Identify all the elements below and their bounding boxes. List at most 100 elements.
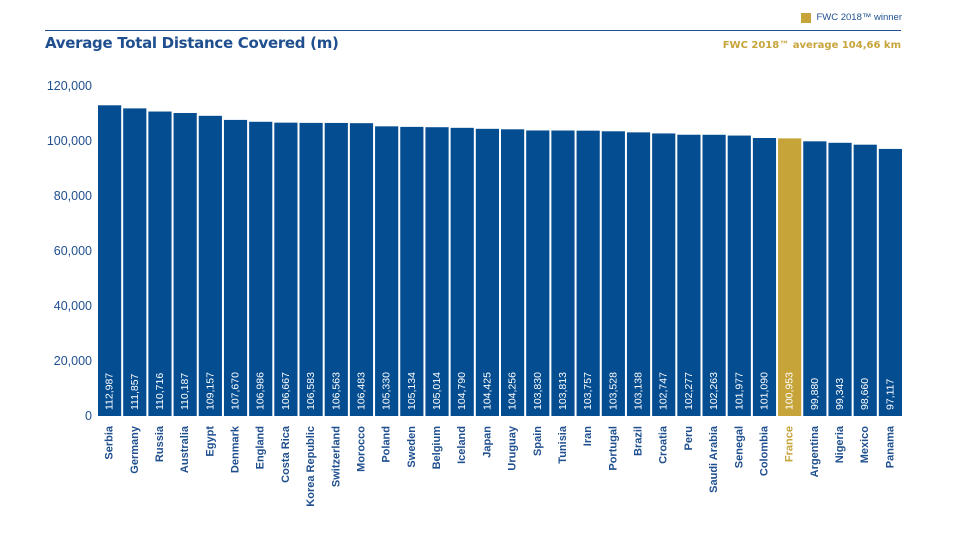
header-rule <box>45 30 901 31</box>
bar-value-label: 112,987 <box>104 373 116 410</box>
x-tick-label: Panama <box>884 425 896 468</box>
y-tick-label: 120,000 <box>47 79 92 93</box>
bar-croatia <box>652 133 676 417</box>
y-tick-label: 80,000 <box>54 189 92 203</box>
x-tick-label: Croatia <box>658 425 670 464</box>
bar-value-label: 104,256 <box>507 372 519 410</box>
x-tick-label: Belgium <box>431 426 443 470</box>
bar-value-label: 111,857 <box>129 373 141 410</box>
bar-serbia <box>98 105 122 416</box>
bar-mexico <box>853 144 877 416</box>
bar-panama <box>878 148 902 416</box>
x-tick-label: Brazil <box>633 426 645 456</box>
x-tick-label: Egypt <box>204 426 216 457</box>
bar-value-label: 110,187 <box>179 373 191 410</box>
x-tick-label: Spain <box>532 426 544 456</box>
x-tick-label: Iran <box>582 426 594 446</box>
y-tick-label: 0 <box>85 409 92 423</box>
x-tick-label: Switzerland <box>330 426 342 487</box>
y-tick-label: 20,000 <box>54 354 92 368</box>
bar-england <box>249 121 273 416</box>
y-tick-label: 40,000 <box>54 299 92 313</box>
bar-value-label: 106,563 <box>330 372 342 410</box>
bar-value-label: 99,343 <box>834 378 846 410</box>
x-tick-label: Korea Republic <box>305 426 317 507</box>
legend-label: FWC 2018™ winner <box>816 12 902 23</box>
average-note: FWC 2018™ average 104,66 km <box>722 40 901 51</box>
bar-value-label: 100,953 <box>784 372 796 410</box>
x-tick-label: France <box>784 426 796 462</box>
bar-poland <box>375 126 399 416</box>
x-tick-label: Japan <box>481 426 493 458</box>
bar-value-label: 99,880 <box>809 378 821 410</box>
x-tick-label: Sweden <box>406 426 418 468</box>
x-tick-label: Poland <box>381 426 393 463</box>
bar-korea-republic <box>299 122 323 416</box>
bar-value-label: 102,263 <box>708 372 720 410</box>
x-tick-label: Serbia <box>104 425 116 460</box>
bar-value-label: 105,330 <box>381 372 393 410</box>
x-tick-label: Nigeria <box>834 425 846 463</box>
bar-value-label: 103,813 <box>557 372 569 410</box>
bar-saudi-arabia <box>702 134 726 417</box>
bar-value-label: 104,425 <box>481 372 493 410</box>
bar-value-label: 105,134 <box>406 372 418 410</box>
bar-value-label: 106,986 <box>255 372 267 410</box>
bar-value-label: 101,090 <box>758 372 770 410</box>
x-tick-label: Uruguay <box>507 425 519 471</box>
x-tick-label: Senegal <box>733 426 745 468</box>
x-tick-label: Tunisia <box>557 425 569 464</box>
bar-nigeria <box>828 142 852 416</box>
bar-iran <box>576 130 600 416</box>
bar-value-label: 106,667 <box>280 372 292 410</box>
legend-swatch-winner <box>801 12 812 23</box>
bar-value-label: 102,277 <box>683 372 695 410</box>
bar-value-label: 105,014 <box>431 372 443 410</box>
bar-value-label: 110,716 <box>154 373 166 410</box>
bar-value-label: 102,747 <box>658 372 670 410</box>
bar-germany <box>123 108 147 416</box>
bar-morocco <box>349 123 374 416</box>
bar-tunisia <box>551 130 575 416</box>
bar-value-label: 103,528 <box>607 372 619 410</box>
bar-value-label: 109,157 <box>204 372 216 410</box>
bar-france <box>778 138 802 416</box>
x-tick-label: Iceland <box>456 426 468 464</box>
bar-brazil <box>626 132 651 417</box>
x-tick-label: Portugal <box>607 426 619 471</box>
x-tick-label: Morocco <box>355 426 367 472</box>
bar-uruguay <box>501 129 525 416</box>
bar-value-label: 101,977 <box>733 372 745 410</box>
bar-egypt <box>198 115 222 417</box>
bar-australia <box>173 112 197 416</box>
bar-belgium <box>425 127 449 417</box>
bar-value-label: 97,117 <box>884 379 896 410</box>
bar-switzerland <box>324 122 348 416</box>
bar-value-label: 103,757 <box>582 372 594 410</box>
bar-senegal <box>727 135 751 417</box>
bar-value-label: 98,660 <box>859 378 871 410</box>
bar-value-label: 106,583 <box>305 372 317 410</box>
x-tick-label: Saudi Arabia <box>708 425 720 493</box>
x-tick-label: Germany <box>129 425 141 474</box>
x-tick-label: Australia <box>179 425 191 473</box>
bar-portugal <box>601 131 625 416</box>
bar-value-label: 104,790 <box>456 372 468 410</box>
chart-title: Average Total Distance Covered (m) <box>45 34 339 52</box>
bar-iceland <box>450 127 474 416</box>
x-tick-label: Denmark <box>230 425 242 473</box>
bar-value-label: 107,670 <box>230 372 242 410</box>
bar-denmark <box>223 119 248 416</box>
x-tick-label: England <box>255 426 267 469</box>
x-tick-label: Costa Rica <box>280 425 292 483</box>
bar-value-label: 106,483 <box>355 372 367 410</box>
bar-value-label: 103,830 <box>532 372 544 410</box>
bar-russia <box>148 111 172 416</box>
bar-japan <box>475 128 499 417</box>
bar-sweden <box>400 126 424 416</box>
bar-peru <box>677 134 701 416</box>
bar-value-label: 103,138 <box>633 372 645 410</box>
x-tick-label: Russia <box>154 425 166 462</box>
x-tick-label: Mexico <box>859 426 871 464</box>
